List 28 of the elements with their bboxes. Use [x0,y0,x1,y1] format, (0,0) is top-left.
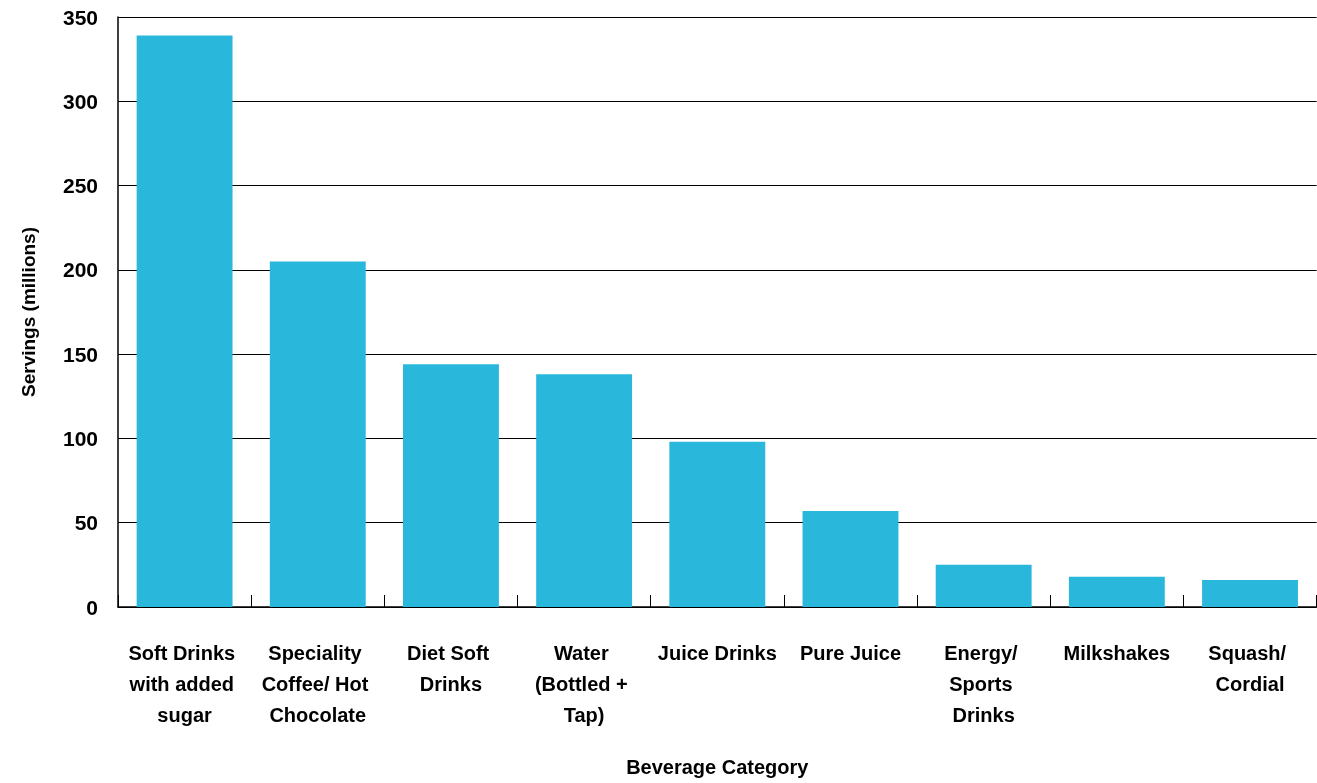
x-tick-label: Juice Drinks [657,641,777,664]
y-tick-label: 50 [74,511,98,535]
x-tick-label: Pure Juice [799,641,902,664]
x-tick-label: Diet Soft Drinks [407,641,495,695]
bar [1068,576,1165,607]
y-tick-label: 350 [62,5,98,29]
bar [136,35,233,607]
bar [802,510,899,607]
x-tick-label: Water (Bottled + Tap) [534,641,634,726]
y-tick-label: 0 [86,595,98,619]
bar [935,564,1032,607]
x-tick-label: Energy/ Sports Drinks [944,641,1024,726]
x-tick-label: Soft Drinks with added sugar [128,641,241,726]
bar [536,374,633,607]
y-tick-label: 250 [62,174,98,198]
bar [269,261,366,607]
x-tick-label: Speciality Coffee/ Hot Chocolate [261,641,374,726]
bar [669,441,766,607]
x-axis-title: Beverage Category [626,756,810,778]
y-tick-label: 300 [62,89,98,113]
y-tick-label: 100 [62,426,98,450]
bar [1202,580,1298,607]
x-tick-label: Squash/ Cordial [1208,641,1292,695]
x-tick-label: Milkshakes [1063,641,1171,664]
y-axis-title: Servings (millions) [18,227,39,397]
y-tick-label: 200 [62,258,98,282]
bar [403,364,499,607]
y-tick-label: 150 [62,342,98,366]
